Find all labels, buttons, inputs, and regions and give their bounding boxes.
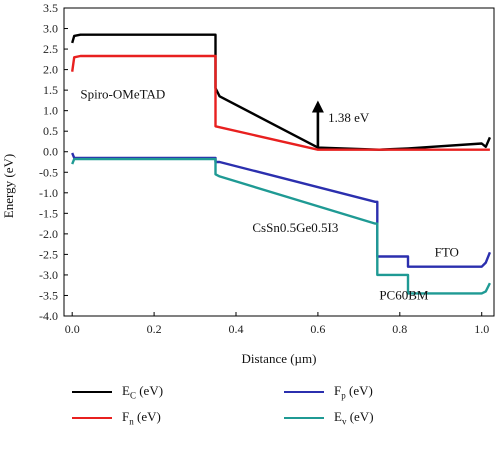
y-tick-label: 1.5 [43, 83, 58, 97]
legend-symbol: F [334, 383, 342, 398]
y-tick-label: 0.0 [43, 145, 58, 159]
legend-label: Ev (eV) [334, 409, 374, 427]
arrow-head [311, 100, 324, 113]
y-axis-label: Energy (eV) [1, 154, 16, 218]
annotation-layer: Spiro-OMeTAD 1.38 eV CsSn0.5Ge0.5I3 FTO PC60… [80, 86, 459, 302]
legend-symbol: F [122, 409, 130, 424]
legend-unit: (eV) [133, 409, 161, 424]
y-tick-label: -3.5 [39, 288, 58, 302]
legend-swatch [72, 416, 112, 419]
legend-swatch [72, 390, 112, 393]
legend-unit: (eV) [135, 383, 164, 398]
y-tick-label: 3.5 [43, 1, 58, 15]
annotation-label: 1.38 eV [328, 110, 370, 125]
legend-subscript: p [341, 390, 346, 401]
x-tick-label: 0.6 [310, 322, 325, 336]
plot-frame [63, 7, 495, 317]
legend-subscript: v [341, 416, 347, 427]
chart-legend: EC (eV) Fn (eV) Fp (eV) Ev (eV) [0, 376, 500, 460]
annotation-label: CsSn0.5Ge0.5I3 [252, 220, 338, 235]
y-tick-label: 1.0 [43, 104, 58, 118]
energy-band-chart: 3.5 3.0 2.5 2.0 1.5 1.0 0.5 0.0 -0.5 -1.0 -1.5 -2.0… [1, 1, 495, 366]
legend-unit: (eV) [345, 383, 373, 398]
series-line-Ec [71, 33, 491, 151]
legend-label: Fp (eV) [334, 383, 373, 401]
legend-unit: (eV) [346, 409, 374, 424]
legend-item: Fp (eV) [284, 383, 373, 401]
legend-swatch [284, 390, 324, 393]
legend-subscript: n [129, 416, 134, 427]
plot-axes: 3.5 3.0 2.5 2.0 1.5 1.0 0.5 0.0 -0.5 -1.0 -1.5 -2.0… [39, 1, 495, 336]
y-tick-label: 2.0 [43, 63, 58, 77]
y-tick-label: -2.0 [39, 227, 58, 241]
legend-subscript: C [129, 390, 136, 401]
y-tick-label: 3.0 [43, 22, 58, 36]
annotation-label: Spiro-OMeTAD [80, 86, 165, 101]
legend-symbol: E [122, 383, 130, 398]
series-layer [71, 33, 492, 295]
y-tick-label: 0.5 [43, 124, 58, 138]
annotation-label: FTO [435, 244, 459, 259]
legend-label: EC (eV) [122, 383, 163, 401]
x-tick-label: 0.4 [229, 322, 244, 336]
series-line-Ev [71, 157, 491, 295]
legend-item: Ev (eV) [284, 409, 374, 427]
annotation-label: PC60BM [379, 288, 429, 303]
legend-item: Fn (eV) [72, 409, 161, 427]
x-tick-label: 1.0 [474, 322, 489, 336]
x-tick-label: 0.8 [392, 322, 407, 336]
legend-item: EC (eV) [72, 383, 163, 401]
series-line-Fp [71, 152, 492, 268]
y-tick-label: -2.5 [39, 247, 58, 261]
y-tick-label: -1.0 [39, 186, 58, 200]
y-tick-label: 2.5 [43, 42, 58, 56]
y-tick-label: -4.0 [39, 309, 58, 323]
y-tick-label: -3.0 [39, 268, 58, 282]
x-tick-label: 0.0 [65, 322, 80, 336]
legend-symbol: E [334, 409, 342, 424]
y-tick-label: -0.5 [39, 165, 58, 179]
legend-swatch [284, 416, 324, 419]
series-line-Fn [71, 54, 490, 151]
x-axis-label: Distance (µm) [242, 351, 317, 366]
x-tick-label: 0.2 [147, 322, 162, 336]
y-tick-label: -1.5 [39, 206, 58, 220]
legend-label: Fn (eV) [122, 409, 161, 427]
